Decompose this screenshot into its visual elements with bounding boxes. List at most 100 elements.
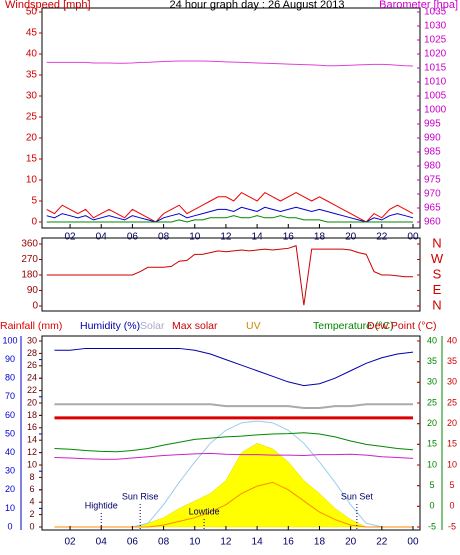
- series-line: [46, 215, 413, 223]
- y-tick-label: 10: [427, 459, 437, 469]
- y-tick-label: 90: [27, 285, 39, 296]
- y-tick-label: 10: [447, 459, 457, 469]
- y-tick-label: 270: [21, 254, 38, 265]
- x-tick-label: 10: [189, 537, 201, 548]
- y-tick-label: 28: [27, 348, 37, 358]
- y-tick-label: 1020: [424, 49, 447, 60]
- y-tick-label: 2: [29, 509, 34, 519]
- series-line: [46, 245, 413, 306]
- y-tick-label: 24: [27, 373, 37, 383]
- x-tick-label: 16: [283, 232, 295, 243]
- x-tick-label: 14: [252, 232, 264, 243]
- y-tick-label: 20: [27, 397, 37, 407]
- y-tick-label: 25: [427, 397, 437, 407]
- legend-label: UV: [246, 320, 261, 332]
- x-tick-label: 02: [64, 232, 76, 243]
- annotation: Lowtide: [189, 506, 220, 516]
- y-tick-label: S: [433, 266, 442, 281]
- y-tick-label: 0: [7, 521, 12, 531]
- y-tick-label: 20: [5, 484, 15, 494]
- series-line: [54, 347, 414, 387]
- y-tick-label: 22: [27, 385, 37, 395]
- y-tick-label: 15: [26, 154, 38, 165]
- y-tick-label: 12: [27, 447, 37, 457]
- y-tick-label: 0: [449, 501, 454, 511]
- y-tick-label: 100: [2, 335, 17, 345]
- y-tick-label: 1015: [424, 63, 447, 74]
- legend-label: Temperature (°C): [313, 320, 394, 332]
- x-tick-label: 08: [158, 537, 170, 548]
- y-tick-label: 30: [447, 377, 457, 387]
- y-tick-label: 25: [26, 112, 38, 123]
- y-tick-label: 0: [429, 501, 434, 511]
- y-tick-label: 50: [5, 428, 15, 438]
- x-tick-label: 00: [407, 537, 419, 548]
- y-tick-label: 10: [27, 459, 37, 469]
- y-tick-label: 1030: [424, 21, 447, 32]
- y-tick-label: 30: [5, 466, 15, 476]
- y-tick-label: 10: [26, 175, 38, 186]
- series-line: [54, 481, 413, 528]
- y-tick-label: 5: [31, 196, 37, 207]
- y-tick-label: 16: [27, 422, 37, 432]
- y-tick-label: 30: [27, 335, 37, 345]
- y-tick-label: 360: [21, 239, 38, 250]
- y-tick-label: 965: [424, 203, 441, 214]
- y-tick-label: 1005: [424, 91, 447, 102]
- y-tick-label: 45: [26, 28, 38, 39]
- y-tick-label: 35: [447, 356, 457, 366]
- x-tick-label: 04: [96, 537, 108, 548]
- x-tick-label: 12: [220, 232, 232, 243]
- x-tick-label: 12: [220, 537, 232, 548]
- y-tick-label: 18: [27, 410, 37, 420]
- y-axis-title: Windspeed [mph]: [5, 0, 91, 11]
- plot-frame: [41, 7, 421, 229]
- y-tick-label: 35: [26, 70, 38, 81]
- y-tick-label: 1010: [424, 77, 447, 88]
- y-tick-label: 1000: [424, 105, 447, 116]
- y-tick-label: 90: [5, 354, 15, 364]
- series-line: [54, 452, 414, 460]
- x-tick-label: 06: [127, 537, 139, 548]
- x-tick-label: 20: [345, 537, 357, 548]
- y-tick-label: W: [431, 251, 444, 266]
- y-tick-label: 40: [427, 335, 437, 345]
- y-tick-label: 1035: [424, 7, 447, 18]
- y-tick-label: 990: [424, 133, 441, 144]
- y-tick-label: 0: [31, 217, 37, 228]
- y-tick-label: 975: [424, 175, 441, 186]
- annotation: Hightide: [85, 500, 118, 510]
- x-tick-label: 06: [127, 232, 139, 243]
- y-tick-label: 20: [447, 418, 457, 428]
- y-tick-label: 10: [5, 503, 15, 513]
- y-tick-label: 20: [427, 418, 437, 428]
- legend-label: Max solar: [172, 320, 218, 332]
- y-tick-label: 970: [424, 189, 441, 200]
- series-line: [46, 191, 414, 223]
- x-tick-label: 14: [252, 537, 264, 548]
- y-tick-label: 14: [27, 435, 37, 445]
- x-tick-label: 20: [345, 232, 357, 243]
- y2-axis-title: Barometer [hpa]: [379, 0, 458, 11]
- y-tick-label: 50: [26, 7, 38, 18]
- x-tick-label: 08: [158, 232, 170, 243]
- legend-label: Solar: [140, 320, 165, 332]
- y-tick-label: 40: [447, 335, 457, 345]
- x-tick-label: 04: [96, 232, 108, 243]
- y-tick-label: 985: [424, 147, 441, 158]
- y-tick-label: 8: [29, 472, 34, 482]
- series-line: [46, 60, 414, 67]
- y-tick-label: 35: [427, 356, 437, 366]
- y-tick-label: 4: [29, 497, 34, 507]
- y-tick-label: 30: [26, 91, 38, 102]
- y-tick-label: 6: [29, 484, 34, 494]
- annotation: Sun Set: [341, 491, 374, 501]
- x-tick-label: 00: [407, 232, 419, 243]
- plot-frame: [41, 335, 421, 531]
- y-tick-label: 980: [424, 161, 441, 172]
- y-tick-label: 40: [5, 447, 15, 457]
- y-tick-label: 1025: [424, 35, 447, 46]
- y-tick-label: N: [432, 297, 441, 312]
